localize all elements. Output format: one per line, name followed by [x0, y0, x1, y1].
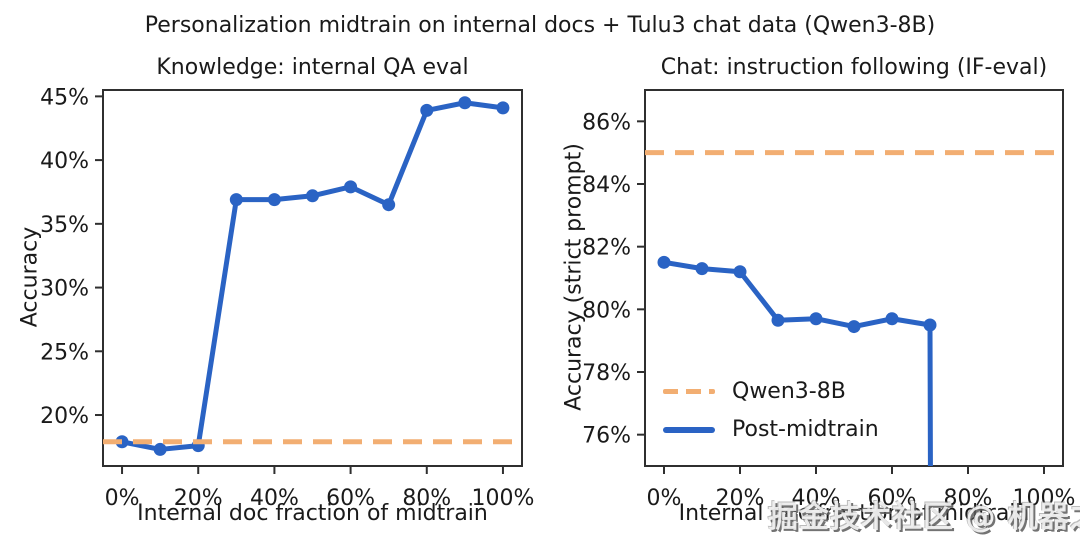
data-point — [771, 313, 785, 327]
y-tick-label: 20% — [40, 404, 89, 429]
y-tick-label: 86% — [582, 110, 631, 135]
y-tick-label: 40% — [40, 149, 89, 174]
data-point — [306, 189, 319, 203]
x-tick-label: 100% — [472, 486, 535, 511]
y-tick-label: 76% — [582, 424, 631, 449]
legend-label: Post-midtrain — [732, 417, 879, 442]
x-tick-label: 60% — [326, 486, 375, 511]
x-tick-label: 100% — [1013, 486, 1076, 511]
data-point — [657, 255, 671, 269]
x-tick-label: 40% — [792, 486, 841, 511]
legend-item-qwen3-8b: Qwen3-8B — [663, 377, 879, 406]
data-point — [229, 193, 243, 207]
y-tick-label: 80% — [582, 298, 631, 323]
data-point — [809, 312, 823, 326]
figure-title: Personalization midtrain on internal doc… — [144, 13, 936, 38]
y-tick-label: 78% — [582, 361, 631, 386]
legend: Qwen3-8B Post-midtrain — [663, 377, 879, 444]
y-tick-label: 84% — [582, 173, 631, 198]
data-point — [885, 312, 899, 326]
data-point — [733, 265, 747, 279]
y-tick-label: 25% — [40, 340, 89, 365]
right-chart-title: Chat: instruction following (IF-eval) — [660, 55, 1048, 80]
plot-frame — [102, 89, 523, 467]
data-point — [420, 103, 434, 117]
watermark: 掘金技术社区 @ 机器之心 — [768, 500, 1080, 535]
data-point — [153, 442, 167, 456]
baseline-legend-line — [663, 389, 715, 394]
x-tick-label: 40% — [250, 486, 299, 511]
right-x-axis-label: Internal doc fraction of midtrain — [678, 501, 1030, 526]
y-tick-label: 82% — [582, 236, 631, 261]
data-point — [382, 198, 396, 212]
data-point — [923, 318, 937, 332]
data-point — [695, 262, 709, 276]
left-x-axis-label: Internal doc fraction of midtrain — [137, 501, 488, 526]
y-tick-label: 35% — [40, 213, 89, 238]
x-tick-label: 80% — [944, 486, 993, 511]
x-tick-label: 0% — [647, 486, 682, 511]
data-point — [115, 435, 129, 449]
data-point — [267, 193, 281, 207]
data-point — [847, 320, 861, 334]
legend-label: Qwen3-8B — [732, 379, 846, 404]
legend-item-post-midtrain: Post-midtrain — [663, 415, 879, 444]
x-tick-label: 20% — [174, 486, 223, 511]
plot-frame — [644, 89, 1064, 467]
x-tick-label: 0% — [105, 486, 140, 511]
y-tick-label: 30% — [40, 277, 89, 302]
x-tick-label: 60% — [868, 486, 917, 511]
series-line — [119, 100, 506, 452]
x-tick-label: 80% — [402, 486, 451, 511]
y-tick-label: 45% — [40, 85, 89, 110]
data-point — [496, 101, 510, 115]
series-legend-line — [663, 426, 715, 433]
data-point — [344, 180, 358, 194]
data-point — [458, 96, 472, 110]
left-chart-title: Knowledge: internal QA eval — [156, 55, 469, 80]
x-tick-label: 20% — [716, 486, 765, 511]
